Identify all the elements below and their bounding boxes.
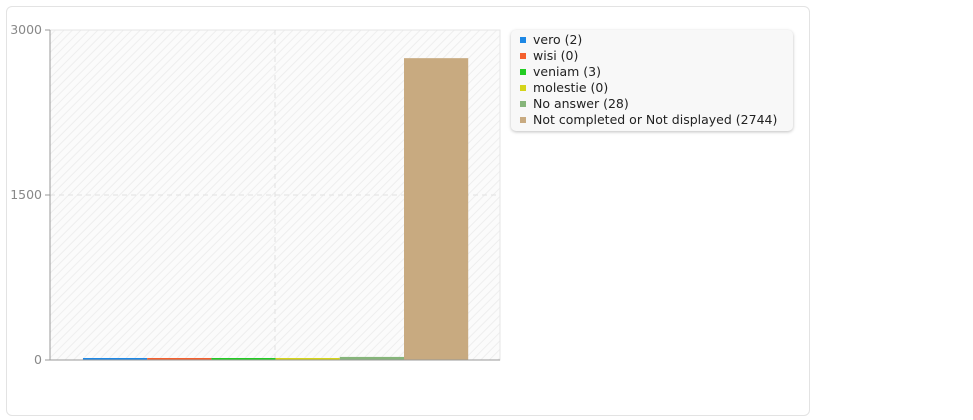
bar-veniam[interactable]: [211, 358, 276, 360]
legend-item[interactable]: molestie (0): [520, 80, 793, 96]
legend-label: veniam (3): [533, 64, 601, 79]
legend-label: wisi (0): [533, 48, 579, 63]
legend-label: molestie (0): [533, 80, 609, 95]
bar-vero[interactable]: [83, 358, 148, 360]
legend-swatch-icon: [520, 53, 526, 59]
legend-swatch-icon: [520, 117, 526, 123]
y-tick-label: 0: [34, 352, 42, 367]
y-tick-label: 3000: [10, 22, 42, 37]
legend-item[interactable]: veniam (3): [520, 64, 793, 80]
legend-label: Not completed or Not displayed (2744): [533, 112, 778, 127]
legend: vero (2) wisi (0) veniam (3) molestie (0) No…: [511, 30, 793, 131]
legend-swatch-icon: [520, 101, 526, 107]
bar-molestie[interactable]: [275, 358, 340, 360]
legend-swatch-icon: [520, 37, 526, 43]
bar-not-completed-or-not-displayed[interactable]: [404, 58, 469, 360]
legend-item[interactable]: Not completed or Not displayed (2744): [520, 112, 793, 128]
legend-label: No answer (28): [533, 96, 629, 111]
legend-item[interactable]: No answer (28): [520, 96, 793, 112]
legend-label: vero (2): [533, 32, 583, 47]
bar-no-answer[interactable]: [339, 356, 404, 360]
legend-item[interactable]: wisi (0): [520, 48, 793, 64]
legend-swatch-icon: [520, 69, 526, 75]
legend-swatch-icon: [520, 85, 526, 91]
legend-item[interactable]: vero (2): [520, 32, 793, 48]
y-tick-label: 1500: [10, 187, 42, 202]
bar-wisi[interactable]: [147, 358, 212, 360]
